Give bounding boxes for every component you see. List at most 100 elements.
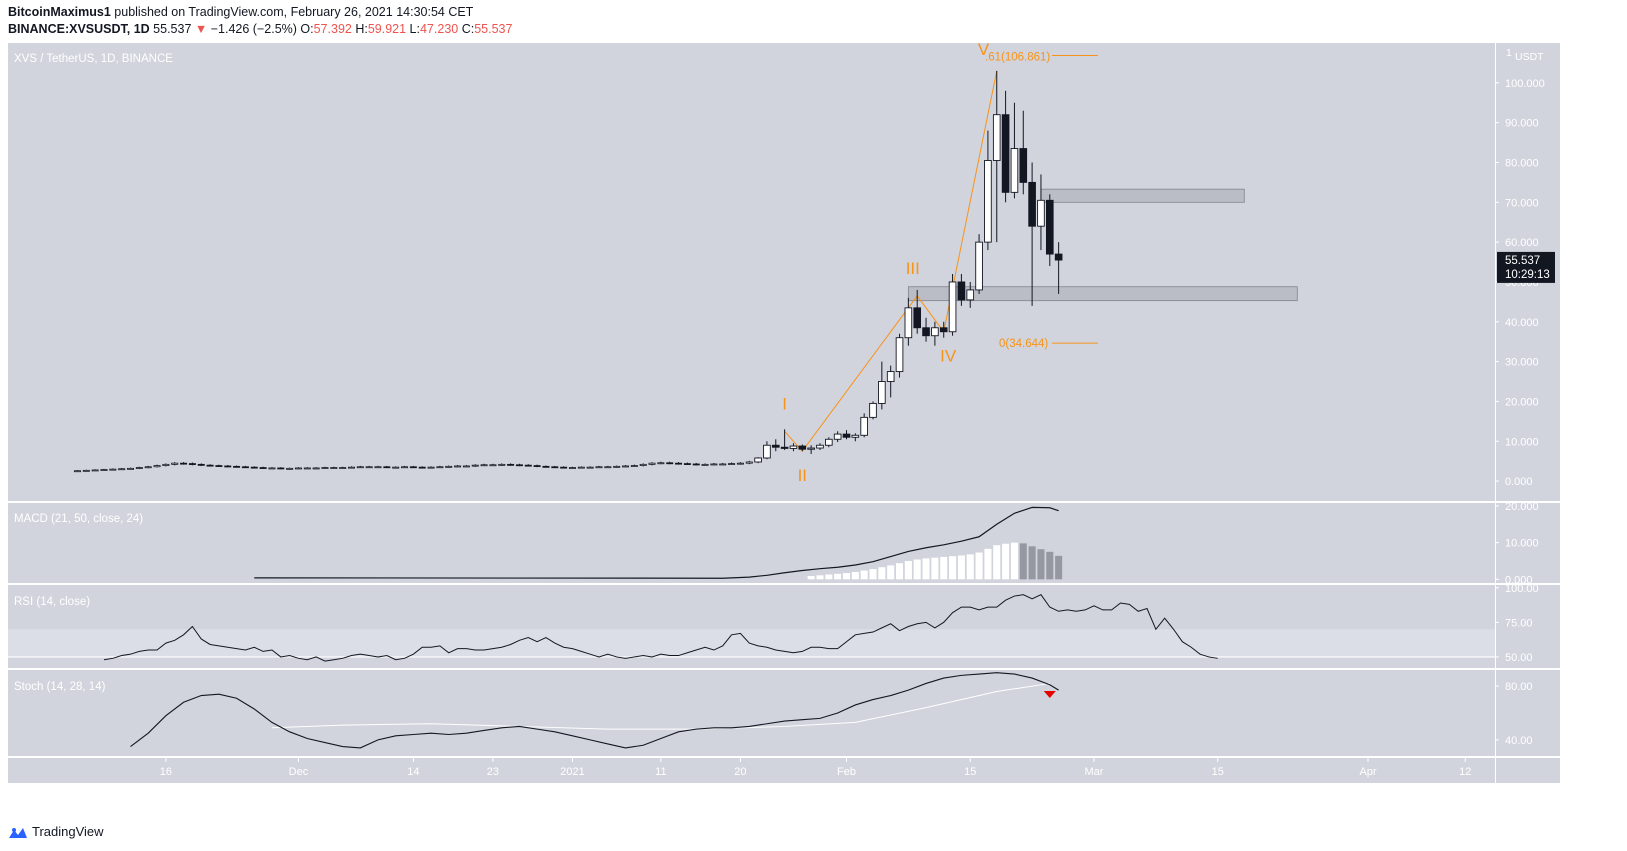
macd-histogram-bar: [966, 554, 974, 580]
macd-histogram-bar: [975, 552, 983, 580]
macd-axis-bg: [1496, 503, 1560, 583]
candle-body: [595, 466, 603, 469]
price-axis-currency: USDT: [1515, 51, 1544, 63]
candle-body: [409, 466, 417, 469]
candle-body: [224, 465, 232, 468]
candle-body: [100, 469, 108, 471]
macd-histogram-bar: [984, 548, 992, 580]
candle-body: [109, 468, 117, 471]
candle-body: [507, 463, 515, 466]
candle-body: [939, 327, 948, 333]
candle-body: [144, 466, 152, 469]
candle-body: [206, 464, 214, 467]
stoch-pane-bg: [8, 670, 1495, 756]
stoch-axis-bg: [1496, 670, 1560, 756]
time-tick-label: 23: [487, 766, 499, 778]
candle-body: [445, 465, 453, 468]
macd-histogram-bar: [1002, 543, 1010, 580]
time-tick-label: Dec: [289, 766, 309, 778]
candle-body: [568, 467, 576, 469]
macd-histogram-bar: [904, 560, 912, 580]
price-tick-label: 70.000: [1505, 197, 1539, 209]
candle-body: [948, 281, 957, 333]
candle-body: [886, 371, 895, 382]
rsi-band: [8, 629, 1495, 657]
candle-body: [551, 466, 559, 469]
macd-histogram-bar: [931, 557, 939, 580]
candle-body: [241, 466, 249, 469]
wave-label-V: V: [978, 40, 990, 59]
macd-histogram-bar: [807, 576, 815, 580]
low-value: 47.230: [419, 22, 459, 36]
candle-body: [851, 434, 860, 438]
candle-body: [754, 457, 762, 463]
macd-histogram-bar: [1028, 546, 1036, 580]
price-axis-top-label: 1: [1506, 47, 1512, 59]
candle-body: [1054, 253, 1063, 261]
wave-label-II: II: [798, 466, 807, 485]
candle-body: [480, 464, 488, 467]
candle-body: [648, 462, 656, 465]
candle-body: [1037, 199, 1045, 227]
candle-body: [1019, 148, 1028, 183]
last-price: 55.537: [153, 22, 192, 36]
candle-body: [586, 466, 594, 469]
candle-body: [374, 466, 382, 469]
candle-body: [904, 307, 913, 339]
candle-body: [807, 447, 815, 450]
macd-histogram-bar: [1010, 542, 1018, 580]
macd-histogram-bar: [949, 556, 957, 580]
macd-histogram-bar: [825, 574, 833, 580]
candle-body: [604, 466, 612, 469]
macd-histogram-bar: [869, 569, 877, 580]
candle-body: [1010, 148, 1019, 193]
time-tick-label: Mar: [1085, 766, 1104, 778]
candle-body: [931, 327, 939, 337]
candle-body: [710, 463, 718, 466]
price-tick-label: 20.000: [1505, 396, 1539, 408]
candle-body: [73, 470, 81, 473]
author-name[interactable]: BitcoinMaximus1: [8, 5, 111, 19]
macd-histogram-bar: [913, 559, 921, 580]
price-tick-label: 90.000: [1505, 118, 1539, 130]
candle-body: [303, 467, 311, 470]
candle-body: [277, 467, 285, 470]
candle-body: [984, 160, 992, 243]
candle-body: [294, 467, 302, 470]
candle-body: [401, 466, 409, 469]
candle-body: [913, 307, 922, 329]
candle-body: [895, 337, 904, 373]
price-tick-label: 60.000: [1505, 237, 1539, 249]
macd-histogram-bar: [842, 573, 851, 580]
candle-body: [383, 466, 391, 469]
main-pane-bg: [8, 43, 1495, 501]
wave-label-IV: IV: [940, 347, 957, 366]
candle-body: [135, 467, 143, 469]
candle-body: [489, 464, 497, 467]
macd-histogram-bar: [834, 573, 842, 580]
candle-body: [171, 462, 179, 465]
price-tick-label: 100.000: [1505, 78, 1545, 90]
high-value: 59.921: [367, 22, 407, 36]
time-axis-bg: [1496, 758, 1560, 783]
tradingview-footer[interactable]: TradingView: [8, 824, 104, 840]
macd-histogram-bar: [851, 571, 859, 580]
open-label: O:: [300, 22, 314, 36]
candle-body: [639, 463, 647, 466]
time-tick-label: 15: [964, 766, 976, 778]
macd-histogram-bar: [940, 556, 948, 580]
symbol-label[interactable]: BINANCE:XVSUSDT, 1D: [8, 22, 150, 36]
candle-body: [789, 445, 798, 449]
candle-body: [356, 466, 364, 469]
candle-body: [992, 114, 1001, 161]
time-tick-label: 12: [1459, 766, 1471, 778]
time-tick-label: 20: [734, 766, 746, 778]
candle-body: [321, 467, 329, 469]
candle-body: [127, 467, 135, 470]
last-price-box: [1497, 251, 1555, 283]
candle-body: [436, 466, 444, 469]
candle-body: [286, 467, 294, 470]
candle-body: [560, 466, 568, 469]
stoch-title: Stoch (14, 28, 14): [14, 681, 106, 693]
